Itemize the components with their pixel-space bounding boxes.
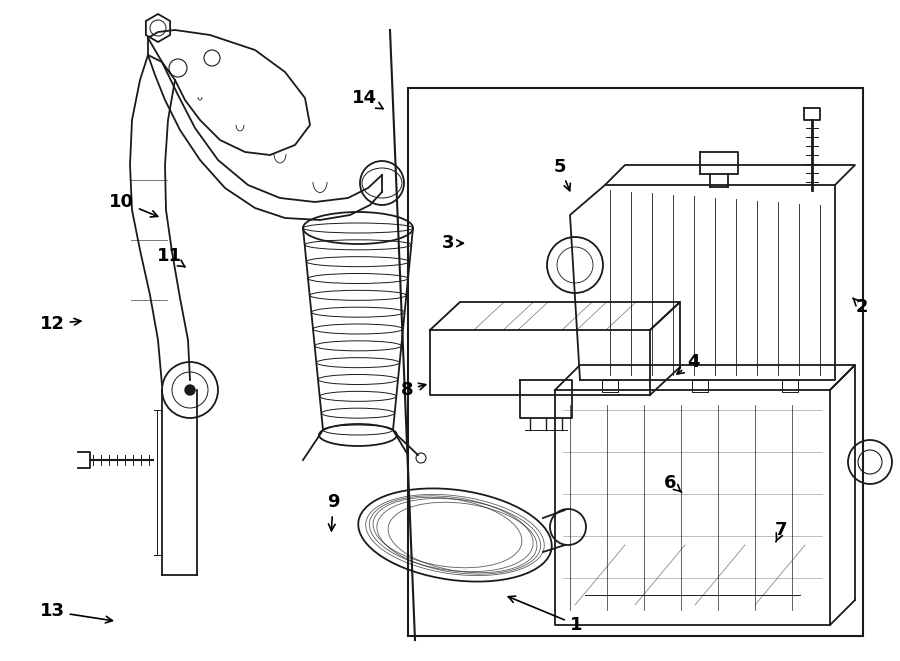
Text: 8: 8 bbox=[400, 381, 426, 399]
Text: 5: 5 bbox=[554, 157, 571, 191]
Text: 9: 9 bbox=[327, 493, 339, 531]
Text: 4: 4 bbox=[677, 353, 699, 374]
Circle shape bbox=[185, 385, 195, 395]
Text: 3: 3 bbox=[442, 234, 464, 253]
Bar bbox=[408, 88, 863, 636]
Text: 13: 13 bbox=[40, 602, 112, 623]
Text: 7: 7 bbox=[775, 521, 788, 542]
Text: 6: 6 bbox=[664, 473, 681, 492]
Text: 1: 1 bbox=[508, 596, 582, 634]
Text: 10: 10 bbox=[109, 192, 158, 217]
Text: 11: 11 bbox=[157, 247, 185, 267]
Text: 12: 12 bbox=[40, 315, 81, 333]
Text: 14: 14 bbox=[352, 89, 383, 109]
Text: 2: 2 bbox=[853, 298, 868, 317]
